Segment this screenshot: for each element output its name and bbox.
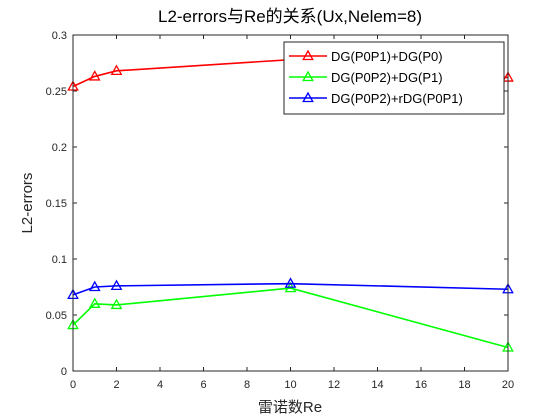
y-tick-label: 0.2: [52, 142, 67, 154]
x-tick-label: 16: [415, 379, 427, 391]
legend-item: DG(P0P1)+DG(P0): [289, 49, 443, 64]
legend-item: DG(P0P2)+DG(P1): [289, 70, 443, 85]
y-tick-label: 0.1: [52, 254, 67, 266]
legend-box: [283, 41, 505, 115]
legend-item: DG(P0P2)+rDG(P0P1): [289, 91, 463, 106]
x-tick-label: 12: [328, 379, 340, 391]
x-tick-label: 4: [157, 379, 163, 391]
legend-label: DG(P0P1)+DG(P0): [331, 49, 443, 64]
x-tick-label: 18: [458, 379, 470, 391]
y-axis-label: L2-errors: [19, 173, 36, 234]
x-tick-label: 0: [70, 379, 76, 391]
axes-box: [72, 34, 509, 372]
y-axis-ticks: 0 0.05 0.1 0.15 0.2 0.25 0.3: [46, 30, 508, 378]
y-tick-label: 0.15: [46, 198, 67, 210]
series-3: [67, 277, 514, 299]
legend-label: DG(P0P2)+rDG(P0P1): [331, 91, 463, 106]
data-point-marker: [88, 70, 101, 81]
y-tick-label: 0: [61, 366, 67, 378]
data-point-marker: [88, 297, 101, 308]
x-axis-label: 雷诺数Re: [258, 399, 322, 416]
legend-label: DG(P0P2)+DG(P1): [331, 70, 443, 85]
x-tick-label: 8: [244, 379, 250, 391]
x-tick-label: 2: [113, 379, 119, 391]
chart-title: L2-errors与Re的关系(Ux,Nelem=8): [158, 7, 422, 26]
y-tick-label: 0.25: [46, 86, 67, 98]
x-tick-label: 6: [200, 379, 206, 391]
x-tick-label: 10: [284, 379, 296, 391]
y-tick-label: 0.3: [52, 30, 67, 42]
series-2: [67, 281, 514, 352]
data-point-marker: [110, 64, 123, 75]
legend-swatch-marker: [302, 70, 314, 82]
data-point-marker: [110, 298, 123, 310]
legend: DG(P0P1)+DG(P0) DG(P0P2)+DG(P1) DG(P0P2)+r…: [283, 41, 505, 115]
x-tick-label: 20: [502, 379, 514, 391]
legend-swatch-marker: [302, 49, 314, 61]
y-tick-label: 0.05: [46, 310, 67, 322]
series-line: [72, 287, 509, 349]
x-tick-label: 14: [371, 379, 383, 391]
data-point-marker: [284, 277, 297, 288]
series-line: [72, 282, 509, 296]
data-point-marker: [110, 279, 123, 291]
legend-swatch-marker: [302, 91, 314, 103]
data-point-marker: [88, 280, 101, 292]
